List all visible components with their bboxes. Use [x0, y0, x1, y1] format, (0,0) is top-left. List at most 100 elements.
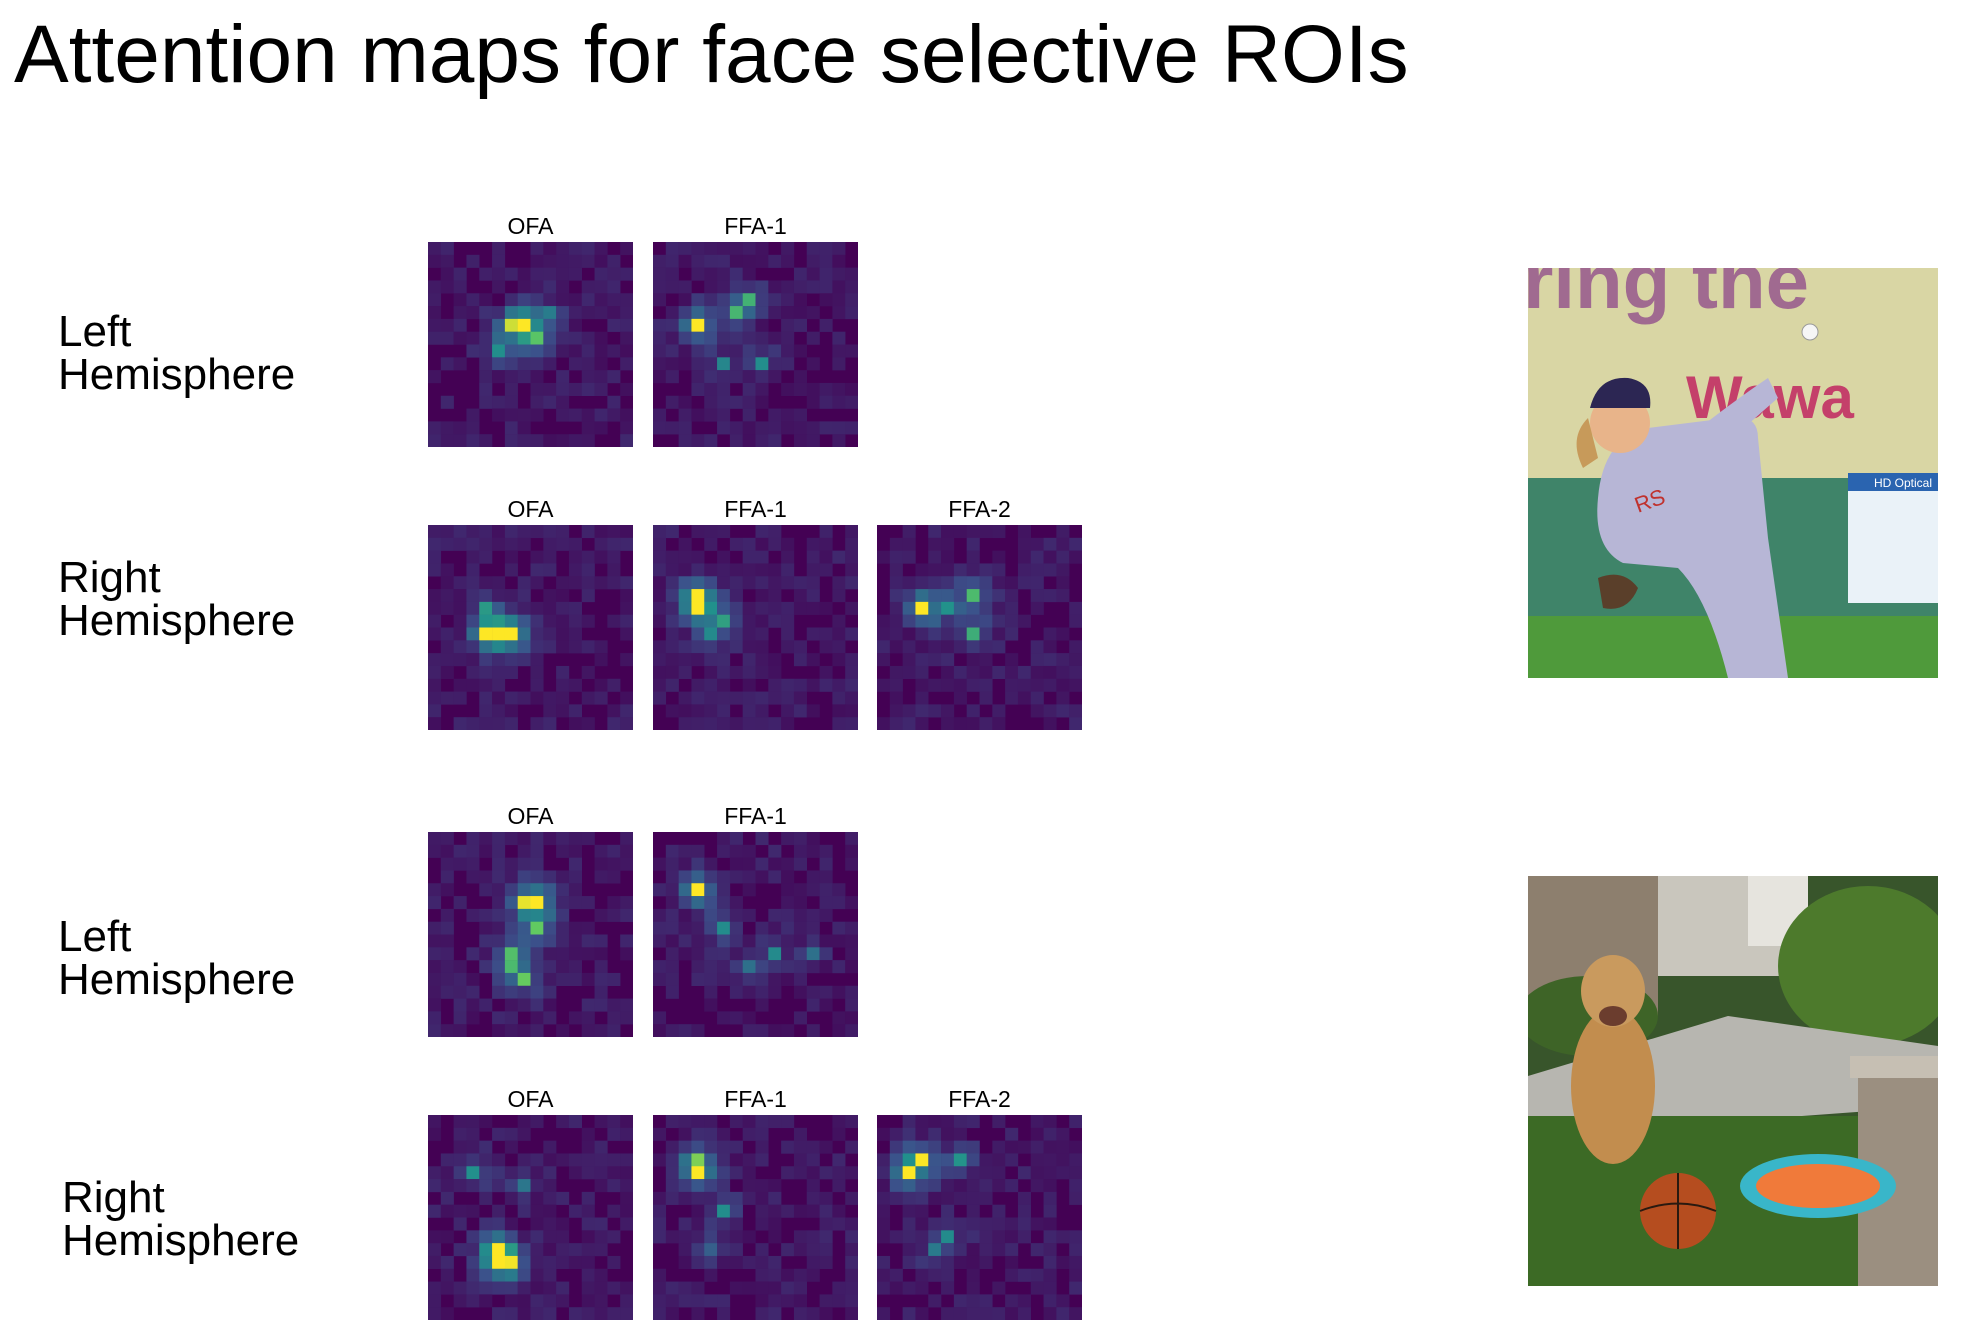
heatmap-patch	[581, 408, 595, 422]
heatmap-patch	[504, 883, 518, 897]
heatmap-patch	[653, 357, 667, 371]
heatmap-patch	[678, 357, 692, 371]
heatmap-patch	[691, 844, 705, 858]
heatmap-patch	[607, 1255, 621, 1270]
heatmap-patch	[492, 1281, 506, 1295]
heatmap-patch	[819, 395, 833, 409]
heatmap-patch	[729, 1217, 743, 1231]
heatmap-patch	[543, 921, 557, 935]
heatmap-patch	[479, 1243, 493, 1257]
heatmap-patch	[845, 1255, 858, 1270]
heatmap-patch	[915, 1281, 929, 1295]
heatmap-patch	[742, 370, 756, 384]
heatmap-patch	[466, 1166, 480, 1180]
heatmap-patch	[819, 1230, 833, 1244]
heatmap-patch	[581, 1127, 595, 1141]
heatmap-patch	[665, 908, 679, 922]
heatmap-patch	[691, 601, 705, 615]
heatmap-patch	[543, 998, 557, 1012]
heatmap-patch	[620, 1307, 633, 1320]
heatmap-patch	[428, 921, 442, 935]
heatmap-patch	[466, 537, 480, 551]
heatmap-patch	[889, 1179, 903, 1193]
heatmap-patch	[678, 1115, 692, 1129]
heatmap-patch	[428, 563, 442, 577]
heatmap-patch	[704, 408, 718, 422]
heatmap-patch	[594, 370, 608, 384]
heatmap-patch	[466, 1294, 480, 1308]
heatmap-patch	[742, 537, 756, 551]
heatmap-patch	[729, 589, 743, 603]
heatmap-patch	[845, 1191, 858, 1205]
heatmap-patch	[466, 293, 480, 307]
heatmap-patch	[517, 1166, 531, 1180]
heatmap-patch	[492, 1127, 506, 1141]
heatmap-patch	[517, 576, 531, 590]
heatmap-patch	[832, 1166, 846, 1180]
heatmap-patch	[845, 1243, 858, 1257]
heatmap	[428, 832, 633, 1037]
heatmap-patch	[793, 1204, 808, 1218]
heatmap-patch	[966, 1294, 980, 1308]
heatmap-patch	[440, 1024, 454, 1037]
heatmap-patch	[665, 1115, 679, 1129]
heatmap-patch	[653, 665, 667, 680]
heatmap-patch	[966, 563, 980, 577]
heatmap-patch	[653, 370, 667, 384]
heatmap-patch	[742, 985, 756, 999]
heatmap-patch	[428, 434, 442, 447]
heatmap-patch	[440, 665, 454, 680]
heatmap-patch	[953, 640, 967, 654]
heatmap-patch	[581, 434, 595, 447]
heatmap-patch	[691, 614, 705, 628]
heatmap-patch	[953, 1140, 967, 1154]
heatmap-patch	[966, 1268, 980, 1282]
heatmap-patch	[504, 357, 518, 371]
heatmap-patch	[504, 395, 518, 409]
heatmap-patch	[915, 717, 929, 730]
heatmap-patch	[1043, 640, 1057, 654]
heatmap-patch	[620, 1115, 633, 1129]
heatmap-patch	[466, 972, 480, 987]
heatmap-patch	[793, 985, 808, 999]
heatmap-patch	[1043, 1243, 1057, 1257]
heatmap-patch	[492, 665, 506, 680]
heatmap-patch	[504, 1255, 518, 1270]
heatmap-patch	[691, 344, 705, 358]
heatmap-patch	[1069, 614, 1082, 628]
heatmap-patch	[492, 318, 506, 332]
heatmap-patch	[717, 1179, 731, 1193]
heatmap-patch	[556, 589, 570, 603]
heatmap-patch	[492, 1204, 506, 1218]
heatmap-patch	[594, 640, 608, 654]
heatmap-patch	[466, 614, 480, 628]
heatmap-patch	[594, 254, 608, 268]
heatmap-patch	[793, 1011, 808, 1025]
heatmap-patch	[1069, 1191, 1082, 1205]
heatmap-patch	[979, 1230, 993, 1244]
heatmap-patch	[678, 1153, 692, 1167]
heatmap-patch	[953, 1243, 967, 1257]
heatmap-patch	[543, 589, 557, 603]
heatmap-patch	[607, 293, 621, 307]
heatmap-patch	[556, 870, 570, 884]
heatmap-patch	[568, 614, 583, 628]
heatmap-patch	[504, 870, 518, 884]
heatmap-patch	[453, 434, 467, 447]
heatmap-patch	[492, 640, 506, 654]
heatmap-patch	[832, 254, 846, 268]
heatmap-patch	[517, 318, 531, 332]
heatmap-patch	[1030, 1268, 1044, 1282]
heatmap-patch	[832, 934, 846, 948]
heatmap-patch	[607, 896, 621, 910]
heatmap-patch	[607, 704, 621, 718]
heatmap-patch	[517, 267, 531, 281]
heatmap-patch	[729, 934, 743, 948]
heatmap-patch	[877, 627, 891, 641]
attention-map: FFA-1	[653, 495, 858, 730]
heatmap-patch	[729, 627, 743, 641]
heatmap-patch	[517, 640, 531, 654]
heatmap	[653, 1115, 858, 1320]
heatmap-patch	[543, 1243, 557, 1257]
heatmap-patch	[729, 1011, 743, 1025]
